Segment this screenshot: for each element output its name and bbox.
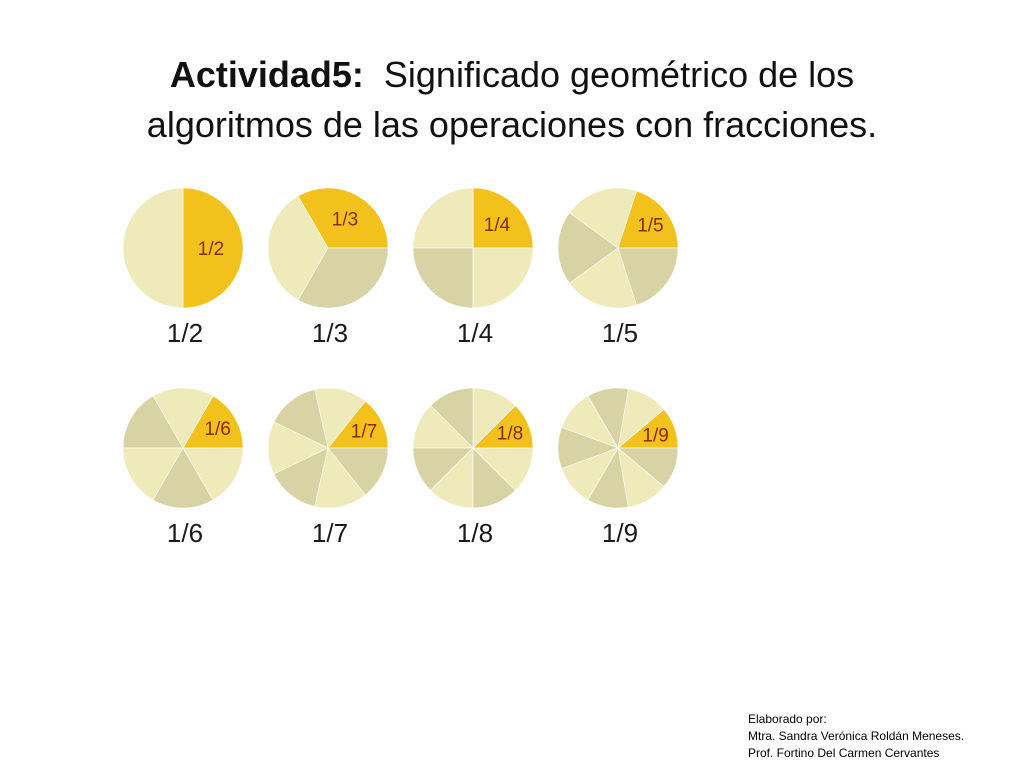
- pie-slice: [182, 447, 244, 501]
- pie-chart: 1/4: [412, 187, 534, 309]
- pie-chart: 1/3: [267, 187, 389, 309]
- pie-highlighted-slice: [472, 187, 534, 249]
- pie-slice: [569, 187, 637, 249]
- pie-chart: 1/5: [557, 187, 679, 309]
- pie-chart: 1/7: [267, 387, 389, 509]
- pie-caption: 1/4: [456, 318, 494, 348]
- title-line-2: algoritmos de las operaciones con fracci…: [146, 104, 878, 145]
- pie-chart: 1/6: [122, 387, 244, 509]
- fraction-pie-1-4: 1/4 1/4: [410, 185, 540, 355]
- pie-slice: [569, 247, 637, 309]
- pie-slice: [412, 187, 474, 249]
- pie-chart: 1/8: [412, 387, 534, 509]
- title-line-1-text: Significado geométrico de los: [383, 54, 855, 95]
- credits-author-2: Prof. Fortino Del Carmen Cervantes: [748, 746, 940, 760]
- title-line-1: Actividad5: Significado geométrico de lo…: [0, 50, 1024, 100]
- fraction-pies-grid: 1/2 1/2 1/3 1/3 1/4 1/4 1/5 1/5 1/6 1/6 1/7 1/7 1/8 1…: [120, 185, 690, 555]
- pie-caption: 1/8: [456, 518, 494, 548]
- pie-slice-label: 1/9: [642, 425, 668, 446]
- pie-slice: [412, 247, 474, 309]
- fraction-pie-1-2: 1/2 1/2: [120, 185, 250, 355]
- pie-slice: [472, 247, 534, 309]
- pie-chart: 1/2: [122, 187, 244, 309]
- pie-slice: [472, 447, 534, 491]
- pie-slice: [327, 447, 389, 496]
- fraction-pie-1-3: 1/3 1/3: [265, 185, 395, 355]
- pie-highlighted-slice: [297, 187, 389, 249]
- pie-caption: 1/9: [601, 518, 639, 548]
- slide-title: Actividad5: Significado geométrico de lo…: [0, 50, 1024, 150]
- fraction-pie-1-5: 1/5 1/5: [555, 185, 685, 355]
- fraction-pie-1-9: 1/9 1/9: [555, 385, 685, 555]
- fraction-pie-1-8: 1/8 1/8: [410, 385, 540, 555]
- pie-slice: [152, 387, 214, 449]
- pie-highlighted-slice: [182, 187, 244, 309]
- pie-slice: [273, 447, 329, 507]
- pie-slice: [267, 421, 329, 475]
- pie-slice-label: 1/3: [332, 210, 358, 231]
- pie-caption: 1/6: [166, 518, 204, 548]
- pie-slice: [122, 187, 184, 309]
- pie-slice: [617, 247, 679, 306]
- pie-caption: 1/2: [166, 318, 204, 348]
- pie-caption: 1/3: [311, 318, 349, 348]
- pie-highlighted-slice: [182, 395, 244, 449]
- pie-slice: [314, 447, 366, 509]
- fraction-pie-1-6: 1/6 1/6: [120, 385, 250, 555]
- credits: Elaborado por: Mtra. Sandra Verónica Rol…: [748, 711, 964, 762]
- pie-slice-label: 1/7: [351, 422, 377, 443]
- pie-slice-label: 1/2: [198, 239, 224, 260]
- credits-author-1: Mtra. Sandra Verónica Roldán Meneses.: [748, 729, 965, 743]
- pie-slice-label: 1/5: [637, 216, 663, 237]
- pie-slice: [122, 395, 184, 449]
- pie-slice-label: 1/6: [204, 419, 230, 440]
- pie-caption: 1/7: [311, 518, 349, 548]
- pie-slice: [267, 195, 329, 301]
- pie-slice: [557, 212, 619, 284]
- credits-heading: Elaborado por:: [748, 712, 827, 726]
- pie-chart: 1/9: [557, 387, 679, 509]
- pie-slice: [152, 447, 214, 509]
- pie-highlighted-slice: [327, 400, 389, 449]
- pie-highlighted-slice: [617, 190, 679, 249]
- pie-slice: [122, 447, 184, 501]
- pie-slice-label: 1/4: [484, 215, 511, 236]
- fraction-pie-1-7: 1/7 1/7: [265, 385, 395, 555]
- pie-slice: [314, 387, 366, 449]
- pie-slice: [273, 389, 329, 449]
- title-activity-label: Actividad5:: [169, 54, 364, 95]
- pie-slice: [617, 447, 679, 487]
- pie-slice: [297, 247, 389, 309]
- pie-slice-label: 1/8: [497, 424, 523, 445]
- pie-caption: 1/5: [601, 318, 639, 348]
